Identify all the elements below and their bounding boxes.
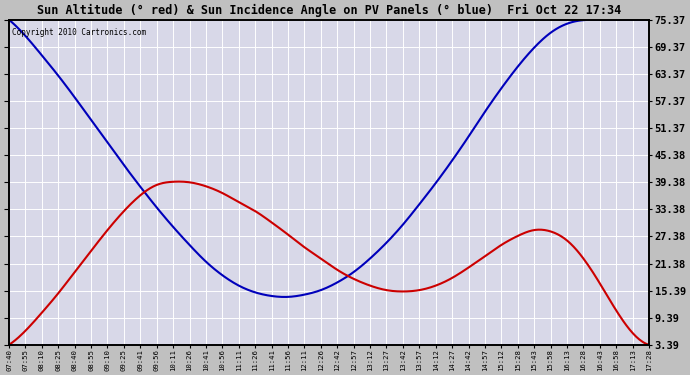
Title: Sun Altitude (° red) & Sun Incidence Angle on PV Panels (° blue)  Fri Oct 22 17:: Sun Altitude (° red) & Sun Incidence Ang… <box>37 4 621 17</box>
Text: Copyright 2010 Cartronics.com: Copyright 2010 Cartronics.com <box>12 28 146 37</box>
